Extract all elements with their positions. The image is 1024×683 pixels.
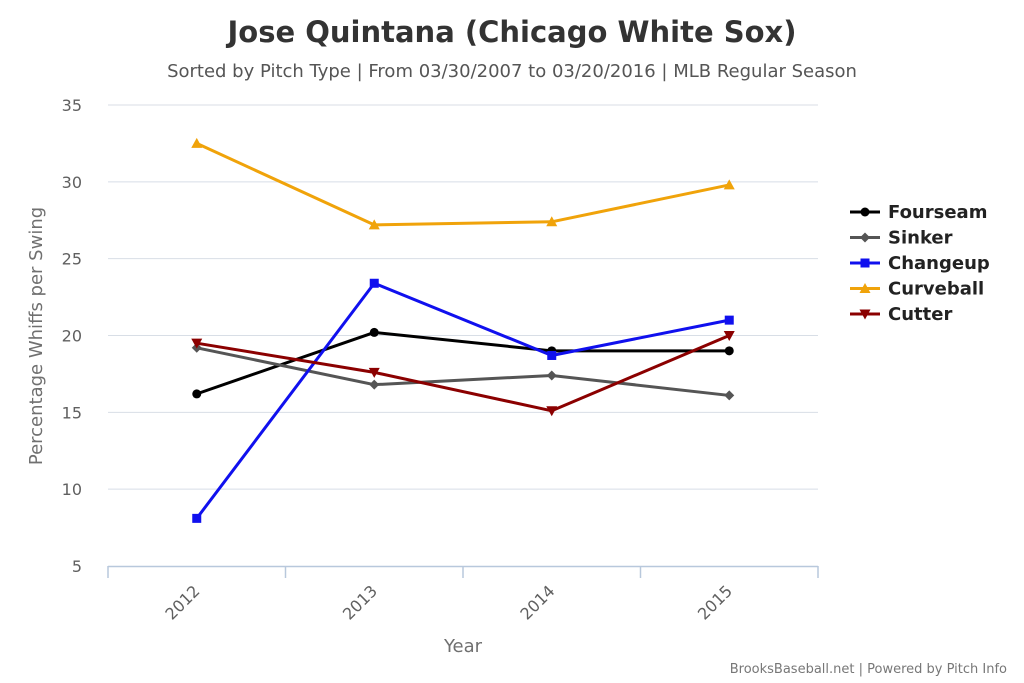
legend-label: Sinker (888, 228, 953, 249)
chart-subtitle: Sorted by Pitch Type | From 03/30/2007 t… (167, 61, 857, 82)
sinker-point (724, 390, 735, 401)
y-tick-label: 5 (72, 557, 82, 576)
y-tick-label: 10 (62, 480, 82, 499)
credits: BrooksBaseball.net | Powered by Pitch In… (730, 662, 1007, 677)
changeup-point (192, 513, 202, 523)
y-tick-label: 25 (62, 250, 82, 269)
changeup-point (724, 315, 734, 325)
fourseam-point (369, 327, 379, 337)
legend-label: Curveball (888, 279, 984, 300)
legend-item-fourseam[interactable]: Fourseam (850, 202, 987, 223)
sinker-point (546, 370, 557, 381)
cutter-point (191, 338, 203, 349)
fourseam-point (192, 389, 202, 399)
legend-marker (860, 258, 870, 268)
grid (108, 104, 818, 490)
plot-series (191, 137, 735, 523)
y-tick-label: 20 (62, 327, 82, 346)
series-cutter (191, 331, 735, 417)
cutter-point (546, 406, 558, 417)
series-curveball (191, 137, 735, 230)
changeup-point (369, 278, 379, 288)
legend-marker (859, 283, 871, 293)
cutter-line (196, 334, 730, 413)
y-axis-ticks: 5 10 15 20 25 30 35 (62, 96, 82, 576)
curveball-point (191, 137, 203, 148)
changeup-line (195, 281, 730, 520)
x-axis-title: Year (443, 636, 483, 657)
legend-item-curveball[interactable]: Curveball (850, 279, 984, 300)
legend: Fourseam Sinker Changeup Curveball Cutter (850, 202, 990, 325)
legend-marker (860, 207, 870, 217)
y-tick-label: 30 (62, 173, 82, 192)
y-tick-label: 15 (62, 403, 82, 422)
legend-item-cutter[interactable]: Cutter (850, 304, 952, 325)
fourseam-point (724, 346, 734, 356)
x-tick-label: 2014 (516, 581, 558, 623)
sinker-point (369, 379, 380, 390)
curveball-point (723, 179, 735, 190)
legend-marker (860, 232, 870, 243)
series-sinker (191, 342, 735, 401)
sinker-line (196, 346, 730, 397)
legend-marker (859, 309, 871, 320)
curveball-point (368, 219, 380, 230)
legend-label: Changeup (888, 253, 990, 274)
legend-item-changeup[interactable]: Changeup (850, 253, 990, 274)
x-tick-label: 2013 (339, 581, 381, 623)
curveball-point (546, 216, 558, 227)
y-axis-title: Percentage Whiffs per Swing (26, 207, 47, 465)
x-tick-label: 2015 (694, 581, 736, 623)
x-tick-label: 2012 (161, 581, 203, 623)
cutter-point (723, 331, 735, 341)
curveball-line (196, 142, 730, 227)
changeup-point (547, 350, 557, 360)
legend-label: Fourseam (888, 202, 987, 223)
fourseam-line (196, 330, 730, 396)
legend-label: Cutter (888, 304, 952, 325)
y-tick-label: 35 (62, 96, 82, 115)
cutter-point (368, 367, 380, 378)
x-axis: 2012 2013 2014 2015 (107, 565, 819, 624)
series-changeup (192, 278, 734, 523)
legend-item-sinker[interactable]: Sinker (850, 228, 953, 249)
chart-title: Jose Quintana (Chicago White Sox) (226, 15, 797, 49)
